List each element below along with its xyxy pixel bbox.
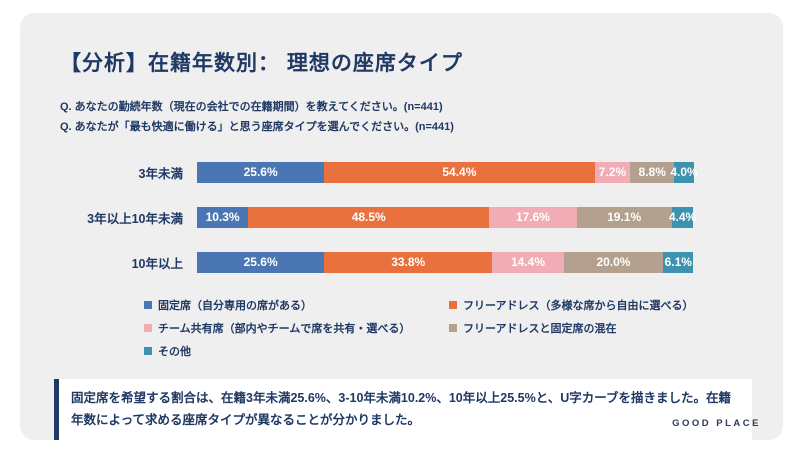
- legend-label: その他: [158, 345, 191, 358]
- segment-value-label: 8.8%: [638, 165, 666, 180]
- bar-segment: 6.1%: [663, 251, 694, 273]
- bar-segment: 8.8%: [630, 161, 675, 183]
- legend-swatch-icon: [144, 300, 152, 309]
- good-place-logo: GOOD PLACE: [672, 418, 761, 429]
- slide-card: 【分析】在籍年数別： 理想の座席タイプ Q. あなたの勤続年数（現在の会社での在…: [20, 13, 783, 441]
- legend-swatch-icon: [144, 346, 152, 355]
- segment-value-label: 33.8%: [391, 255, 426, 270]
- legend-label: 固定席（自分専用の席がある）: [158, 299, 312, 312]
- insight-callout: 固定席を希望する割合は、在籍3年未満25.6%、3-10年未満10.2%、10年…: [54, 378, 752, 441]
- bar-segment: 54.4%: [324, 161, 595, 183]
- chart-row: 10年以上 25.6% 33.8% 14.4% 20.0% 6.1%: [60, 251, 743, 273]
- survey-question-1: Q. あなたの勤続年数（現在の会社での在籍期間）を教えてください。(n=441): [60, 101, 443, 113]
- segment-value-label: 4.4%: [668, 210, 697, 225]
- category-label: 3年未満: [138, 166, 183, 181]
- chart-legend: 固定席（自分専用の席がある） フリーアドレス（多様な席から自由に選べる） チーム共有…: [144, 297, 694, 359]
- legend-item: 固定席（自分専用の席がある）: [144, 297, 449, 313]
- bar-segment: 4.4%: [668, 206, 697, 228]
- segment-value-label: 25.6%: [243, 165, 278, 180]
- segment-value-label: 25.6%: [243, 255, 278, 270]
- stacked-bar: 10.3% 48.5% 17.6% 19.1% 4.4%: [197, 206, 697, 228]
- segment-value-label: 20.0%: [596, 255, 631, 270]
- segment-value-label: 4.0%: [670, 165, 698, 180]
- legend-swatch-icon: [449, 323, 457, 332]
- segment-value-label: 19.1%: [607, 210, 642, 225]
- stacked-bar: 25.6% 54.4% 7.2% 8.8% 4.0%: [197, 161, 698, 183]
- bar-segment: 19.1%: [576, 206, 672, 228]
- bar-segment: 10.3%: [197, 206, 249, 228]
- chart-row: 3年未満 25.6% 54.4% 7.2% 8.8% 4.0%: [60, 161, 743, 183]
- bar-segment: 4.0%: [670, 161, 698, 183]
- bar-segment: 25.6%: [197, 251, 325, 273]
- legend-swatch-icon: [144, 323, 152, 332]
- insight-text: 固定席を希望する割合は、在籍3年未満25.6%、3-10年未満10.2%、10年…: [71, 390, 731, 427]
- bar-segment: 17.6%: [489, 206, 577, 228]
- segment-value-label: 17.6%: [515, 210, 550, 225]
- segment-value-label: 54.4%: [442, 165, 477, 180]
- chart-row: 3年以上10年未満 10.3% 48.5% 17.6% 19.1% 4.4%: [60, 206, 743, 228]
- legend-label: フリーアドレス（多様な席から自由に選べる）: [463, 299, 694, 312]
- bar-segment: 25.6%: [197, 161, 325, 183]
- legend-label: チーム共有席（部内やチームで席を共有・選べる）: [158, 322, 411, 335]
- segment-value-label: 14.4%: [510, 255, 545, 270]
- survey-questions: Q. あなたの勤続年数（現在の会社での在籍期間）を教えてください。(n=441)…: [60, 97, 743, 138]
- chart-rows: 3年未満 25.6% 54.4% 7.2% 8.8% 4.0% 3年以上10年未満 10.3%…: [60, 161, 743, 273]
- legend-item: フリーアドレス（多様な席から自由に選べる）: [449, 297, 694, 313]
- segment-value-label: 6.1%: [664, 255, 692, 270]
- category-label: 10年以上: [131, 256, 183, 271]
- category-label: 3年以上10年未満: [87, 211, 183, 226]
- segment-value-label: 7.2%: [598, 165, 627, 180]
- bar-segment: 48.5%: [248, 206, 490, 228]
- bar-segment: 20.0%: [563, 251, 664, 273]
- legend-swatch-icon: [449, 300, 457, 309]
- segment-value-label: 10.3%: [205, 210, 240, 225]
- stacked-bar-chart: 3年未満 25.6% 54.4% 7.2% 8.8% 4.0% 3年以上10年未満 10.3%…: [60, 161, 743, 359]
- legend-label: フリーアドレスと固定席の混在: [463, 322, 617, 335]
- page-title: 【分析】在籍年数別： 理想の座席タイプ: [60, 52, 463, 75]
- bar-segment: 7.2%: [594, 161, 631, 183]
- legend-item: フリーアドレスと固定席の混在: [449, 320, 694, 336]
- stacked-bar: 25.6% 33.8% 14.4% 20.0% 6.1%: [197, 251, 694, 273]
- bar-segment: 33.8%: [324, 251, 493, 273]
- segment-value-label: 48.5%: [351, 210, 386, 225]
- legend-item: その他: [144, 343, 449, 359]
- survey-question-2: Q. あなたが「最も快適に働ける」と思う座席タイプを選んでください。(n=441…: [60, 121, 454, 134]
- legend-item: チーム共有席（部内やチームで席を共有・選べる）: [144, 320, 449, 336]
- bar-segment: 14.4%: [492, 251, 564, 273]
